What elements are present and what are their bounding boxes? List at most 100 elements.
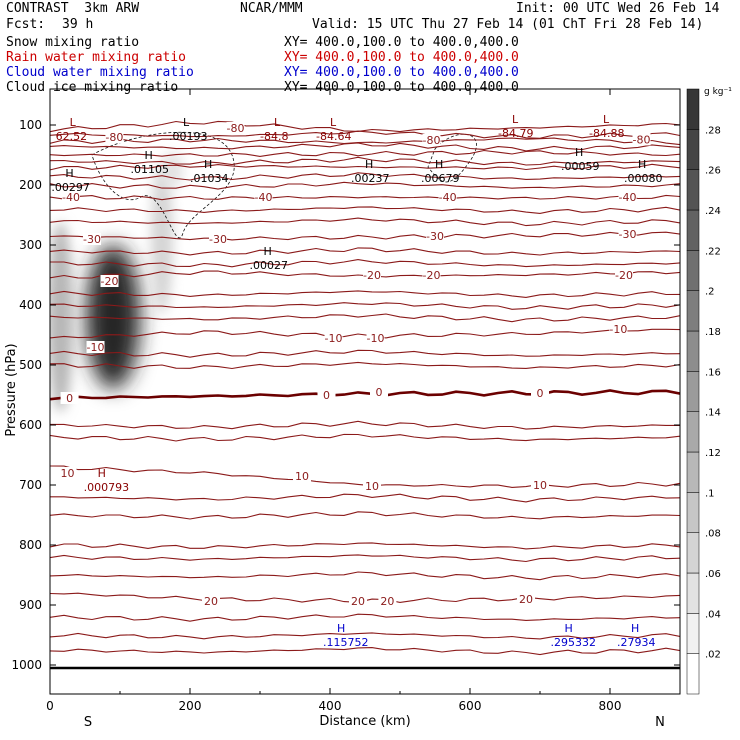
- title-left: CONTRAST 3km ARW: [6, 1, 140, 16]
- x-axis-label: Distance (km): [319, 714, 410, 729]
- contour-label: 20: [380, 595, 394, 608]
- contour-label-bg: [422, 134, 441, 146]
- colorbar-segment: [686, 451, 700, 493]
- contour-label: 20: [204, 595, 218, 608]
- contour-label-bg: [293, 470, 311, 482]
- contour-label-bg: [618, 191, 637, 203]
- contour-label-bg: [202, 594, 220, 607]
- contour-label-bg: [100, 275, 119, 287]
- contour-label-bg: [363, 269, 381, 281]
- isotherm--60: [50, 149, 680, 157]
- contour-label: -40: [255, 191, 273, 204]
- field-name-rain: Rain water mixing ratio: [6, 50, 187, 65]
- contour-label: 10: [365, 480, 379, 493]
- colorbar-tick-label: .08: [705, 529, 721, 540]
- shaded-blob: [151, 164, 173, 314]
- isotherm-0: [50, 389, 680, 401]
- contour-label-bg: [363, 480, 381, 493]
- extremum-h-marker: H: [98, 467, 106, 480]
- isotherm: [50, 493, 680, 503]
- extremum-value: .115752: [323, 636, 369, 649]
- extremum-value: .00027: [250, 259, 289, 272]
- colorbar-tick-label: .14: [705, 408, 721, 419]
- isotherm: [50, 554, 680, 563]
- y-tick-label: 1000: [11, 658, 42, 672]
- extremum-h-marker: H: [337, 622, 345, 635]
- contour-label: -40: [439, 191, 457, 204]
- contour-label-bg: [209, 233, 227, 245]
- colorbar-tick-label: .24: [705, 206, 721, 217]
- colorbar-segment: [686, 371, 700, 412]
- init-time: Init: 00 UTC Wed 26 Feb 14: [516, 1, 720, 16]
- contour-label: -10: [609, 323, 627, 336]
- contour-label: 0: [376, 386, 383, 399]
- isotherm: [50, 156, 680, 166]
- contour-label-bg: [62, 191, 80, 203]
- isotherm: [50, 420, 680, 430]
- extremum-value: -84.64: [316, 130, 351, 143]
- colorbar-segment: [686, 88, 700, 130]
- contour-label: 20: [519, 593, 533, 606]
- isotherm--70: [50, 137, 680, 146]
- contour-label-bg: [531, 479, 549, 491]
- extremum-h-marker: H: [565, 622, 573, 635]
- contour-label: -30: [209, 233, 227, 246]
- contour-label-bg: [618, 228, 637, 241]
- cloud-ice-outline: [91, 131, 235, 239]
- contour-label-bg: [58, 467, 77, 479]
- y-axis-label: Pressure (hPa): [4, 343, 19, 436]
- contour-label: 10: [295, 470, 309, 483]
- contour-label-bg: [83, 233, 101, 245]
- contour-label-bg: [426, 230, 444, 242]
- isotherm: [50, 571, 680, 581]
- header: CONTRAST 3km ARW NCAR/MMM Init: 00 UTC W…: [0, 0, 740, 100]
- isotherm: [50, 302, 680, 310]
- extremum-h-marker: H: [435, 158, 443, 171]
- isotherm: [50, 433, 680, 442]
- y-tick-label: 300: [19, 238, 42, 252]
- colorbar-segment: [686, 250, 700, 291]
- contour-label-bg: [60, 392, 79, 404]
- extremum-value: .295332: [551, 636, 597, 649]
- colorbar-tick-label: .04: [705, 609, 721, 620]
- contour-label: -80: [105, 131, 123, 144]
- extremum-h-marker: H: [631, 622, 639, 635]
- contour-label: 0: [323, 389, 330, 402]
- isotherm: [50, 290, 680, 298]
- extremum-h-marker: H: [638, 158, 646, 171]
- contour-label-bg: [349, 594, 367, 607]
- isotherm: [50, 259, 680, 268]
- isotherm: [50, 181, 680, 190]
- colorbar-segment: [686, 411, 700, 453]
- x-tick-label: 800: [599, 699, 622, 713]
- contour-label: -80: [227, 122, 245, 135]
- contour-label: -30: [426, 230, 444, 243]
- contour-label: -80: [423, 134, 441, 147]
- extremum-value: .00679: [421, 172, 460, 185]
- extremum-value: .01105: [131, 163, 170, 176]
- field-name-cloudwater: Cloud water mixing ratio: [6, 65, 194, 80]
- extremum-value: .00080: [624, 172, 663, 185]
- extremum-h-marker: H: [145, 149, 153, 162]
- x-tick-label: 0: [46, 699, 54, 713]
- contour-label-bg: [422, 269, 441, 281]
- extremum-h-marker: H: [204, 158, 212, 171]
- colorbar-tick-label: .06: [705, 569, 721, 580]
- isotherm--80: [50, 120, 680, 133]
- contour-label: 10: [533, 479, 547, 492]
- contour-label: -20: [363, 269, 381, 282]
- contour-label-bg: [324, 332, 343, 344]
- contour-label: -80: [633, 133, 651, 146]
- colorbar-segment: [686, 653, 700, 695]
- contour-label-bg: [438, 191, 457, 203]
- isotherm: [50, 361, 680, 370]
- isotherm: [50, 172, 680, 181]
- isotherm: [50, 613, 680, 622]
- south-end-label: S: [84, 715, 92, 730]
- contour-label: -10: [367, 332, 385, 345]
- extremum-value: -84.79: [498, 127, 533, 140]
- extremum-h-marker: H: [575, 146, 583, 159]
- field-xy-cloudice: XY= 400.0,100.0 to 400.0,400.0: [284, 80, 519, 95]
- extremum-h-marker: H: [365, 158, 373, 171]
- extremum-value: -84.88: [589, 127, 624, 140]
